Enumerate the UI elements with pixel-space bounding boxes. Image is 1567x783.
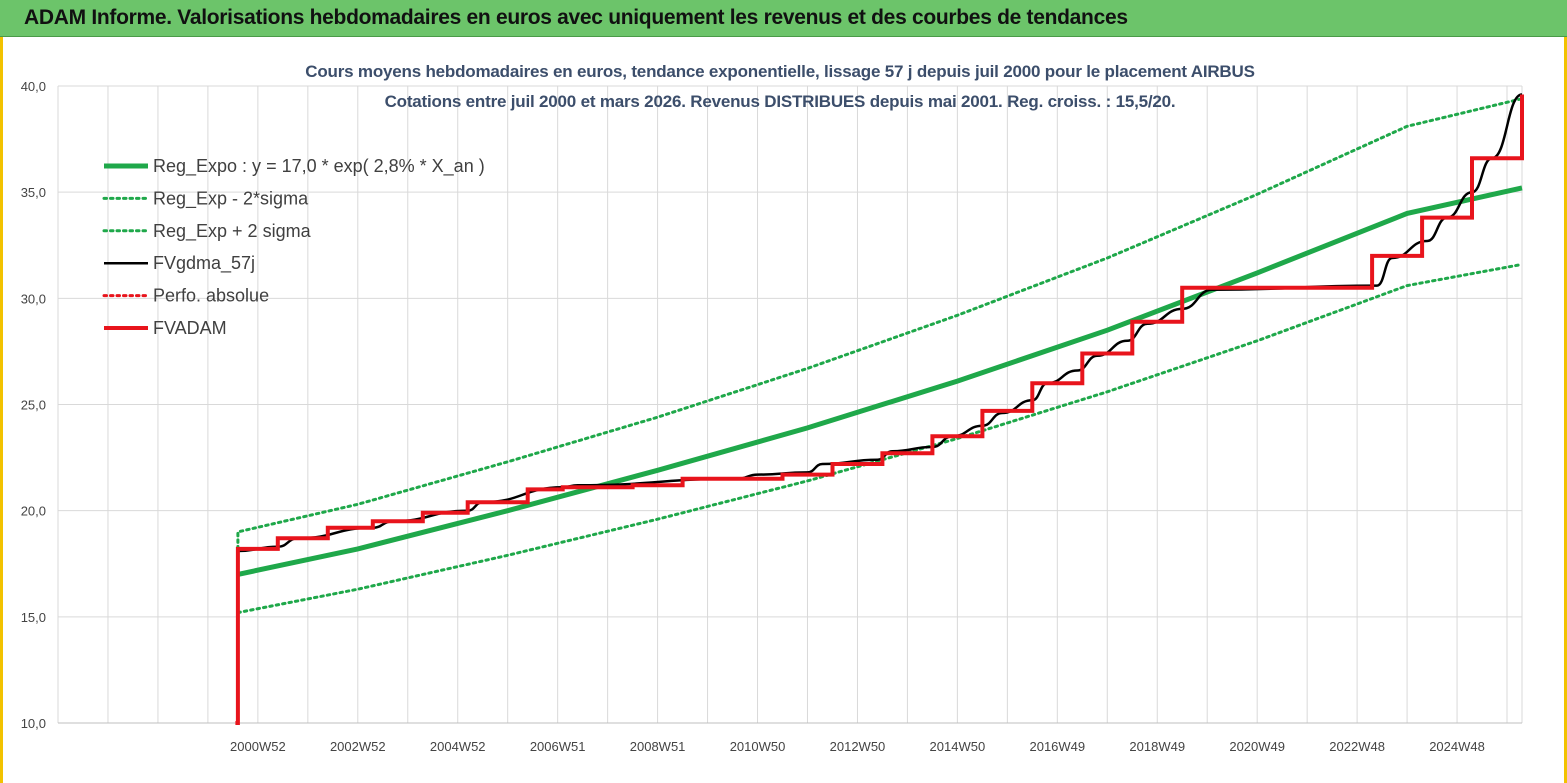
y-tick-label: 30,0 bbox=[21, 291, 46, 306]
y-tick-label: 15,0 bbox=[21, 610, 46, 625]
x-tick-label: 2018W49 bbox=[1129, 739, 1185, 754]
x-tick-label: 2008W51 bbox=[630, 739, 686, 754]
series-line-3 bbox=[237, 93, 1523, 553]
x-tick-label: 2006W51 bbox=[530, 739, 586, 754]
x-tick-label: 2012W50 bbox=[830, 739, 886, 754]
x-tick-label: 2016W49 bbox=[1029, 739, 1085, 754]
y-tick-label: 20,0 bbox=[21, 504, 46, 519]
legend-label: FVADAM bbox=[153, 318, 227, 338]
x-tick-label: 2020W49 bbox=[1229, 739, 1285, 754]
x-tick-label: 2002W52 bbox=[330, 739, 386, 754]
legend: Reg_Expo : y = 17,0 * exp( 2,8% * X_an )… bbox=[102, 156, 485, 338]
legend-label: Reg_Exp + 2 sigma bbox=[153, 221, 312, 242]
y-tick-label: 35,0 bbox=[21, 185, 46, 200]
series-line-0 bbox=[237, 185, 1523, 577]
x-tick-label: 2004W52 bbox=[430, 739, 486, 754]
grid bbox=[57, 85, 1523, 724]
legend-label: Reg_Exp - 2*sigma bbox=[153, 188, 309, 209]
x-tick-label: 2022W48 bbox=[1329, 739, 1385, 754]
series-lines bbox=[235, 93, 1524, 725]
legend-label: Perfo. absolue bbox=[153, 286, 269, 306]
chart-title: Cours moyens hebdomadaires en euros, ten… bbox=[305, 62, 1255, 81]
page-title: ADAM Informe. Valorisations hebdomadaire… bbox=[24, 6, 1128, 29]
series-line-2 bbox=[236, 97, 1524, 551]
series-line-5 bbox=[235, 94, 1524, 725]
y-tick-label: 10,0 bbox=[21, 716, 46, 731]
legend-label: Reg_Expo : y = 17,0 * exp( 2,8% * X_an ) bbox=[153, 156, 485, 177]
legend-label: FVgdma_57j bbox=[153, 253, 255, 274]
series-line-1 bbox=[236, 262, 1524, 615]
chart-subtitle: Cotations entre juil 2000 et mars 2026. … bbox=[384, 92, 1176, 111]
y-tick-label: 25,0 bbox=[21, 398, 46, 413]
x-tick-label: 2024W48 bbox=[1429, 739, 1485, 754]
x-tick-label: 2014W50 bbox=[930, 739, 986, 754]
x-tick-label: 2000W52 bbox=[230, 739, 286, 754]
chart-frame bbox=[0, 37, 1567, 783]
axes: 10,0 15,0 20,0 25,0 30,0 35,0 40,0 2000W52 2002W… bbox=[21, 79, 1522, 754]
x-tick-label: 2010W50 bbox=[730, 739, 786, 754]
header-banner: ADAM Informe. Valorisations hebdomadaire… bbox=[0, 0, 1567, 37]
y-tick-label: 40,0 bbox=[21, 79, 46, 94]
